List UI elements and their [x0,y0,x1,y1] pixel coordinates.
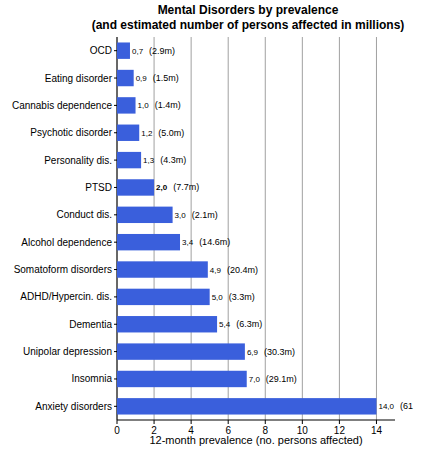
category-tick [114,269,117,270]
data-label: 2,0 [156,183,168,192]
category-tick [114,105,117,106]
bar [117,289,210,305]
category-tick [114,214,117,215]
tick-mark [117,420,118,424]
tick-mark [302,420,303,424]
bar [117,207,173,223]
data-label: 7,0 [249,375,261,384]
grid-line [117,37,118,420]
grid-line [302,37,303,420]
annotation: (61 [400,401,413,411]
category-label: Anxiety disorders [35,401,112,412]
data-label: 3,0 [175,211,187,220]
grid-line [339,37,340,420]
data-label: 0,9 [136,74,148,83]
grid-line [265,37,266,420]
tick-label: 14 [371,425,383,436]
data-label: 6,9 [247,348,259,357]
data-label: 1,2 [141,129,153,138]
bar [117,316,217,332]
category-label: OCD [90,45,112,56]
tick-mark [154,420,155,424]
bar [117,398,376,414]
annotation: (20.4m) [227,265,258,275]
annotation: (3.3m) [229,292,255,302]
annotation: (30.3m) [264,347,295,357]
grid-line [154,37,155,420]
category-label: Cannabis dependence [12,100,113,111]
annotation: (2.1m) [192,210,218,220]
tick-label: 0 [114,425,120,436]
tick-mark [191,420,192,424]
category-label: Insomnia [71,373,112,384]
title: Mental Disorders by prevalence(and estim… [92,3,405,32]
data-label: 14,0 [378,402,394,411]
category-tick [114,160,117,161]
bar [117,97,136,113]
tick-mark [376,420,377,424]
category-tick [114,78,117,79]
grid-line [228,37,229,420]
annotation: (6.3m) [236,319,262,329]
bar [117,234,180,250]
bar [117,152,141,168]
y-axis [117,37,118,420]
bars [117,42,376,414]
data-label: 1,3 [143,156,155,165]
category-tick [114,324,117,325]
category-label: Eating disorder [45,73,113,84]
category-label: Personality dis. [44,155,112,166]
annotation: (7.7m) [173,182,199,192]
category-tick [114,296,117,297]
tick-mark [339,420,340,424]
annotation: (4.3m) [160,155,186,165]
annotation: (1.4m) [155,100,181,110]
x-axis [117,420,395,421]
category-tick [114,187,117,188]
data-label: 0,7 [132,47,144,56]
category-label: Unipolar depression [23,346,112,357]
annotation: (2.9m) [149,46,175,56]
data-label: 5,0 [212,293,224,302]
category-tick [114,351,117,352]
x-axis-label: 12-month prevalence (no. persons affecte… [149,434,362,446]
bar [117,371,247,387]
data-label: 3,4 [182,238,194,247]
grid-line [376,37,377,420]
category-label: Somatoform disorders [14,264,112,275]
category-label: ADHD/Hypercin. dis. [20,291,112,302]
data-label: 1,0 [138,101,150,110]
annotation: (5.0m) [158,128,184,138]
category-label: Psychotic disorder [30,127,112,138]
category-label: Dementia [69,319,112,330]
data-label: 4,9 [210,266,222,275]
bar [117,261,208,277]
tick-mark [265,420,266,424]
annotation: (29.1m) [266,374,297,384]
bar [117,42,130,58]
bar [117,179,154,195]
tick-mark [228,420,229,424]
chart: Mental Disorders by prevalence(and estim… [0,0,421,449]
category-label: PTSD [85,182,112,193]
category-tick [114,406,117,407]
category-label: Conduct dis. [56,209,112,220]
category-tick [114,378,117,379]
bar [117,70,134,86]
category-tick [114,242,117,243]
grid-line [191,37,192,420]
category-tick [114,50,117,51]
annotation: (14.6m) [199,237,230,247]
bar [117,343,245,359]
annotation: (1.5m) [153,73,179,83]
plot-area [117,37,395,420]
category-label: Alcohol dependence [21,237,112,248]
bar [117,125,139,141]
data-label: 5,4 [219,320,231,329]
category-tick [114,132,117,133]
